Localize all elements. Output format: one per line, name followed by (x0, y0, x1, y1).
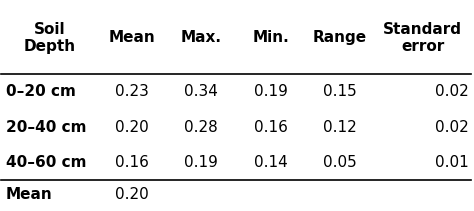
Text: Min.: Min. (252, 30, 289, 45)
Text: Mean: Mean (6, 187, 53, 202)
Text: 0.02: 0.02 (435, 84, 468, 99)
Text: 0.34: 0.34 (184, 84, 219, 99)
Text: 0.16: 0.16 (254, 120, 288, 135)
Text: Range: Range (313, 30, 367, 45)
Text: 0–20 cm: 0–20 cm (6, 84, 76, 99)
Text: 0.20: 0.20 (115, 120, 149, 135)
Text: 0.20: 0.20 (115, 187, 149, 202)
Text: Soil
Depth: Soil Depth (23, 22, 75, 54)
Text: 0.28: 0.28 (184, 120, 218, 135)
Text: 0.16: 0.16 (115, 155, 149, 170)
Text: 20–40 cm: 20–40 cm (6, 120, 87, 135)
Text: 0.01: 0.01 (435, 155, 468, 170)
Text: 0.19: 0.19 (254, 84, 288, 99)
Text: Standard
error: Standard error (383, 22, 462, 54)
Text: 0.02: 0.02 (435, 120, 468, 135)
Text: 0.19: 0.19 (184, 155, 219, 170)
Text: 40–60 cm: 40–60 cm (6, 155, 87, 170)
Text: Mean: Mean (109, 30, 155, 45)
Text: Max.: Max. (181, 30, 222, 45)
Text: 0.05: 0.05 (323, 155, 357, 170)
Text: 0.15: 0.15 (323, 84, 357, 99)
Text: 0.12: 0.12 (323, 120, 357, 135)
Text: 0.23: 0.23 (115, 84, 149, 99)
Text: 0.14: 0.14 (254, 155, 288, 170)
